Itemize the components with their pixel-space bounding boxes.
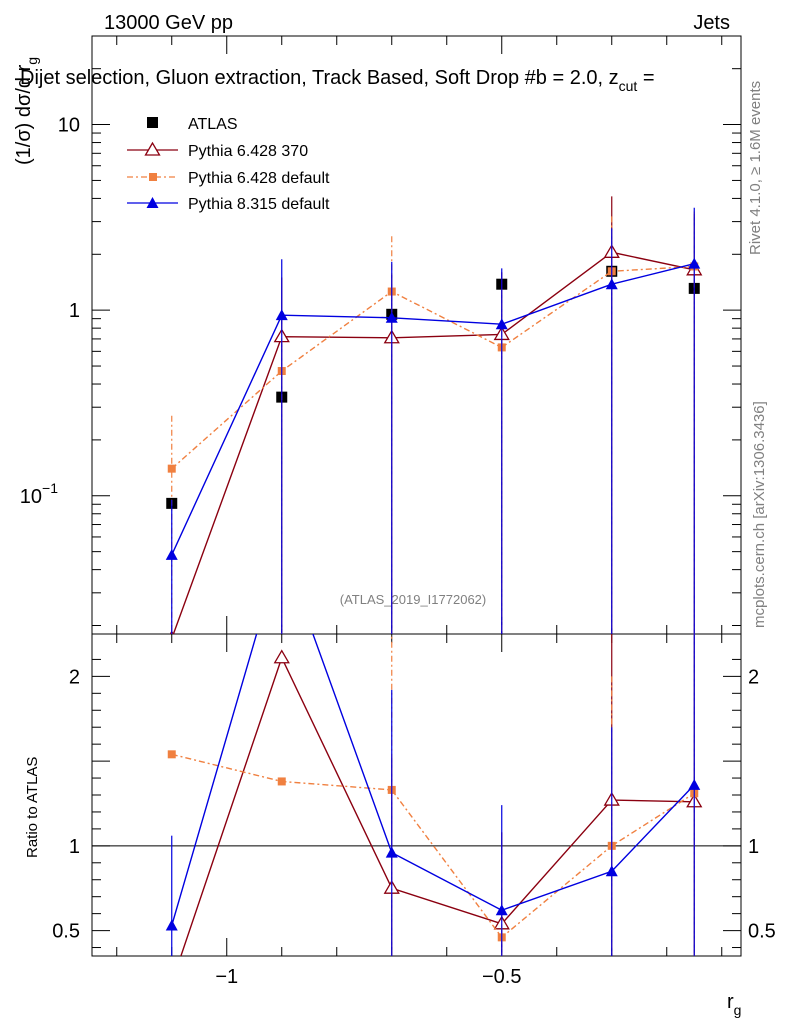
marker-p8 [165, 548, 178, 560]
line-p8 [171, 263, 695, 556]
marker-p8 [688, 257, 701, 269]
line-p6_def [171, 753, 695, 939]
marker-p6_def [277, 777, 286, 786]
legend-entry-p6-default: Pythia 6.428 default [127, 170, 330, 187]
legend: ATLAS Pythia 6.428 370 Pythia 6.428 defa… [127, 116, 330, 213]
main-axis-ticks: 10−1 1 10 [20, 35, 741, 634]
marker-p8 [688, 778, 701, 790]
main-ylabel: (1/σ) dσ/d rg [13, 57, 40, 165]
ratio-axis-ticks: 0.5 0.5 1 1 2 2 −1 −0.5 [52, 634, 776, 988]
marker-p8 [275, 309, 288, 321]
marker-p8 [165, 919, 178, 931]
main-ytick-label: 1 [69, 300, 80, 322]
svg-text:Dijet selection, Gluon extract: Dijet selection, Gluon extraction, Track… [20, 67, 655, 94]
marker-p6_370 [273, 649, 290, 664]
xtick-label: −1 [215, 966, 238, 988]
legend-label-p6-default: Pythia 6.428 default [188, 170, 330, 187]
main-ytick-label: 10−1 [20, 480, 58, 508]
main-ytick-label: 10 [58, 115, 80, 137]
legend-marker-atlas [147, 117, 158, 128]
line-p6_370 [172, 251, 695, 634]
marker-p8 [385, 846, 398, 858]
ratio-ylabel: Ratio to ATLAS [24, 757, 41, 858]
legend-label-p8: Pythia 8.315 default [188, 196, 330, 213]
ratio-ytick-label-right: 1 [748, 836, 759, 858]
plot-title-sub: cut [619, 78, 638, 94]
marker-p6_def [167, 750, 176, 759]
marker-p8 [385, 311, 398, 323]
legend-marker-p6-default [149, 173, 157, 181]
main-series-group [165, 196, 703, 634]
legend-marker-p8 [146, 197, 159, 208]
marker-p6_def [167, 464, 176, 473]
watermark: (ATLAS_2019_I1772062) [340, 592, 486, 607]
legend-label-atlas: ATLAS [188, 116, 238, 133]
svg-text:rg: rg [727, 991, 741, 1018]
plot-title: Dijet selection, Gluon extraction, Track… [20, 67, 655, 94]
ratio-plot-area [165, 634, 703, 988]
ratio-ytick-label: 2 [69, 666, 80, 688]
line-p8 [171, 634, 695, 926]
ratio-ytick-label-right: 2 [748, 666, 759, 688]
legend-label-p6-370: Pythia 6.428 370 [188, 143, 308, 160]
line-p6_def [171, 265, 695, 470]
svg-text:(1/σ) dσ/d rg: (1/σ) dσ/d rg [13, 57, 40, 165]
ratio-ytick-label: 1 [69, 836, 80, 858]
marker-p8 [495, 904, 508, 916]
header-right: Jets [693, 12, 730, 34]
plot-title-main: Dijet selection, Gluon extraction, Track… [20, 67, 619, 89]
ratio-xlabel: rg [727, 991, 741, 1018]
xtick-label: −0.5 [482, 966, 521, 988]
main-plot-area [165, 196, 703, 634]
rivet-label: Rivet 4.1.0, ≥ 1.6M events [747, 81, 764, 255]
legend-entry-atlas: ATLAS [147, 116, 238, 133]
line-p6_370 [180, 655, 695, 956]
marker-p8 [605, 278, 618, 290]
legend-entry-p6-370: Pythia 6.428 370 [127, 141, 308, 160]
ratio-series-group [165, 634, 703, 988]
marker-p8 [495, 318, 508, 330]
marker-p6_370 [165, 976, 179, 988]
legend-marker-p6-370 [144, 141, 161, 156]
mcplots-label: mcplots.cern.ch [arXiv:1306.3436] [751, 401, 768, 628]
legend-entry-p8: Pythia 8.315 default [127, 196, 330, 213]
ratio-ytick-label-right: 0.5 [748, 921, 776, 943]
marker-p8 [605, 865, 618, 877]
ratio-ytick-label: 0.5 [52, 921, 80, 943]
ratio-frame [91, 633, 742, 957]
header-left: 13000 GeV pp [104, 12, 233, 34]
plot-title-tail: = [637, 67, 654, 89]
